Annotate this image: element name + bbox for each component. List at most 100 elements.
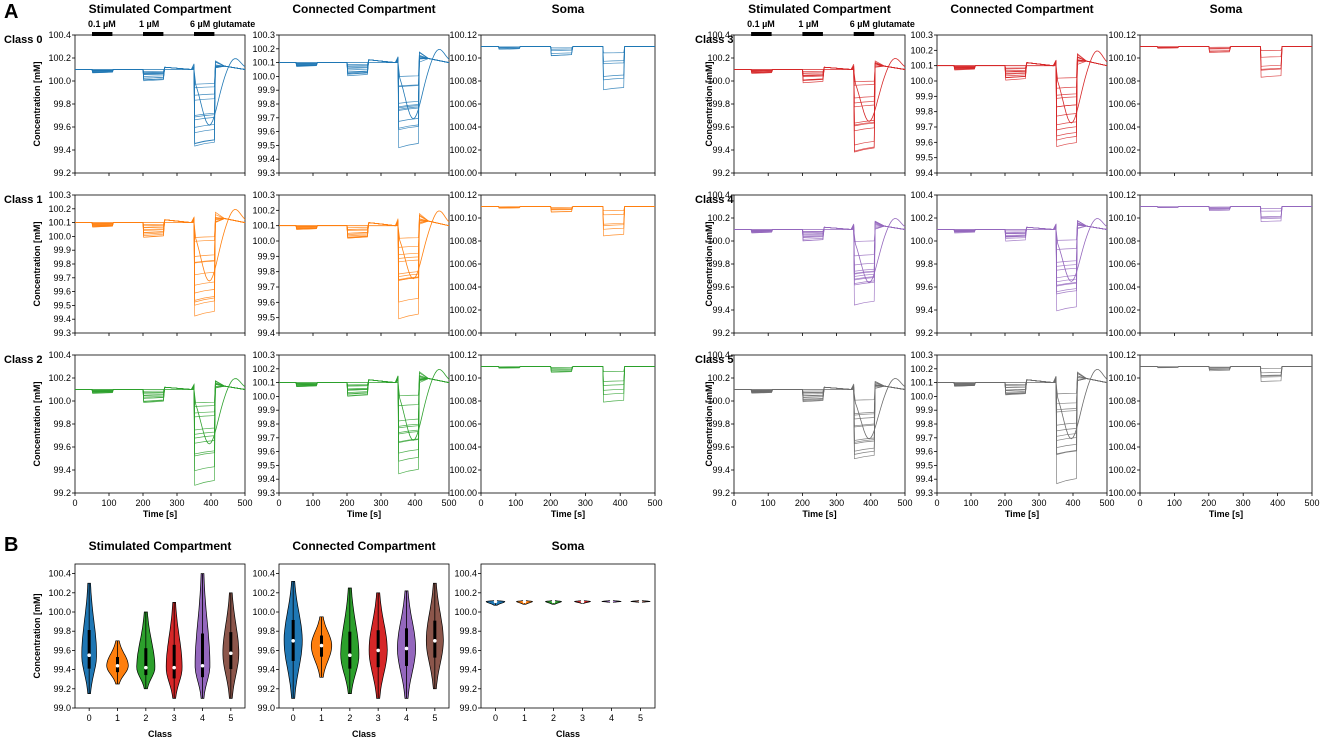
y-tick-label: 99.5 <box>257 140 275 150</box>
x-tick-label: 2 <box>347 713 352 723</box>
y-tick-label: 100.4 <box>48 569 71 579</box>
y-tick-label: 99.0 <box>53 703 71 713</box>
class-label: Class 0 <box>4 34 43 46</box>
x-axis-label: Time [s] <box>143 509 177 519</box>
y-tick-label: 100.10 <box>1108 213 1136 223</box>
x-axis-label: Time [s] <box>551 509 585 519</box>
column-title: Stimulated Compartment <box>748 2 891 16</box>
trace-line <box>937 56 1108 148</box>
x-tick-label: 1 <box>319 713 324 723</box>
y-tick-label: 99.6 <box>257 447 275 457</box>
y-tick-label: 100.12 <box>1108 30 1136 40</box>
x-tick-label: 300 <box>373 498 388 508</box>
y-tick-label: 99.6 <box>53 122 71 132</box>
y-tick-label: 99.3 <box>257 168 275 178</box>
y-tick-label: 99.8 <box>53 99 71 109</box>
y-tick-label: 99.2 <box>257 684 275 694</box>
trace-line <box>75 208 246 282</box>
subplot-class-4-col-2: 100.00 100.02 100.04 100.06 100.08 100.10 100.… <box>1108 190 1313 338</box>
axes-frame <box>733 34 906 174</box>
y-tick-label: 99.6 <box>712 122 730 132</box>
y-tick-label: 99.9 <box>915 91 933 101</box>
trace-line <box>279 218 450 263</box>
x-tick-label: 400 <box>407 498 422 508</box>
y-tick-label: 100.2 <box>910 45 933 55</box>
x-tick-label: 500 <box>897 498 912 508</box>
x-tick-label: 400 <box>203 498 218 508</box>
trace-line <box>75 383 246 472</box>
trace-line <box>937 368 1108 440</box>
trace-line <box>1140 206 1312 218</box>
x-tick-label: 3 <box>376 713 381 723</box>
y-tick-label: 100.2 <box>252 588 275 598</box>
y-tick-label: 100.0 <box>910 236 933 246</box>
y-tick-label: 100.00 <box>1108 488 1136 498</box>
y-tick-label: 100.4 <box>707 190 730 200</box>
y-tick-label: 100.2 <box>910 213 933 223</box>
x-tick-label: 2 <box>551 713 556 723</box>
class-label: Class 5 <box>695 354 734 366</box>
y-tick-label: 99.7 <box>257 433 275 443</box>
panel-b: 99.0 99.2 99.4 99.6 99.8 100.0 100.2 100.4 0 1 2 3 4… <box>32 539 656 739</box>
y-tick-label: 100.08 <box>449 76 477 86</box>
y-tick-label: 99.7 <box>915 433 933 443</box>
trace-line <box>75 385 246 439</box>
y-tick-label: 100.4 <box>454 569 477 579</box>
y-tick-label: 100.2 <box>252 205 275 215</box>
subplot-class-2-col-2: 100.00 100.02 100.04 100.06 100.08 100.10 100.… <box>449 350 662 519</box>
violin-median-point <box>404 646 409 651</box>
y-tick-label: 99.4 <box>915 474 933 484</box>
trace-line <box>75 65 246 118</box>
y-tick-label: 99.8 <box>257 99 275 109</box>
x-tick-label: 100 <box>305 498 320 508</box>
y-tick-label: 99.8 <box>915 107 933 117</box>
trace-line <box>279 210 450 280</box>
x-tick-label: 4 <box>200 713 205 723</box>
y-tick-label: 100.10 <box>1108 373 1136 383</box>
y-tick-label: 99.4 <box>915 305 933 315</box>
y-tick-label: 99.6 <box>915 447 933 457</box>
y-tick-label: 100.3 <box>910 350 933 360</box>
trace-line <box>279 220 450 320</box>
y-tick-label: 100.02 <box>1108 145 1136 155</box>
violin-subplot-0: 99.0 99.2 99.4 99.6 99.8 100.0 100.2 100.4 0 1 2 3 4… <box>48 539 246 739</box>
trace-line <box>1140 366 1312 382</box>
y-axis-label: Concentration [mM] <box>704 222 714 307</box>
y-tick-label: 100.00 <box>449 488 477 498</box>
y-tick-label: 100.2 <box>252 44 275 54</box>
axes-frame <box>74 354 246 494</box>
x-tick-label: 300 <box>829 498 844 508</box>
x-tick-label: 400 <box>863 498 878 508</box>
y-tick-label: 100.00 <box>1108 168 1136 178</box>
class-label: Class 3 <box>695 34 734 46</box>
violin-median-point <box>200 663 205 668</box>
y-tick-label: 99.6 <box>53 442 71 452</box>
y-tick-label: 100.1 <box>252 221 275 231</box>
y-tick-label: 100.04 <box>449 122 477 132</box>
y-tick-label: 100.00 <box>449 168 477 178</box>
axes-frame <box>480 354 656 494</box>
y-tick-label: 100.12 <box>449 350 477 360</box>
y-tick-label: 99.6 <box>257 297 275 307</box>
violin-median-point <box>609 599 614 604</box>
x-tick-label: 4 <box>404 713 409 723</box>
subplot-class-3-col-2: 100.00 100.02 100.04 100.06 100.08 100.10 100.… <box>1108 2 1313 178</box>
y-tick-label: 99.8 <box>257 626 275 636</box>
subplot-class-2-col-0: 99.2 99.4 99.6 99.8 100.0 100.2 100.4 0 100 200 30… <box>48 350 252 519</box>
y-tick-label: 99.4 <box>257 474 275 484</box>
trace-line <box>279 220 450 248</box>
x-axis-label: Class <box>352 729 376 739</box>
x-tick-label: 3 <box>580 713 585 723</box>
column-title: Soma <box>552 2 585 16</box>
y-tick-label: 100.06 <box>1108 259 1136 269</box>
y-tick-label: 99.7 <box>257 113 275 123</box>
y-tick-label: 100.2 <box>707 213 730 223</box>
y-tick-label: 100.02 <box>449 305 477 315</box>
stimulus-label: 0.1 µM <box>747 19 775 29</box>
violin-median-point <box>580 599 585 604</box>
y-tick-label: 100.2 <box>707 53 730 63</box>
trace-line <box>937 218 1108 282</box>
y-tick-label: 100.06 <box>1108 99 1136 109</box>
subplot-class-1-col-2: 100.00 100.02 100.04 100.06 100.08 100.10 100.… <box>449 190 656 338</box>
trace-line <box>937 59 1108 96</box>
